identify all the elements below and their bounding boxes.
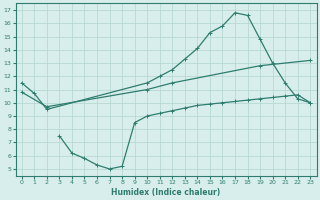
X-axis label: Humidex (Indice chaleur): Humidex (Indice chaleur) xyxy=(111,188,221,197)
